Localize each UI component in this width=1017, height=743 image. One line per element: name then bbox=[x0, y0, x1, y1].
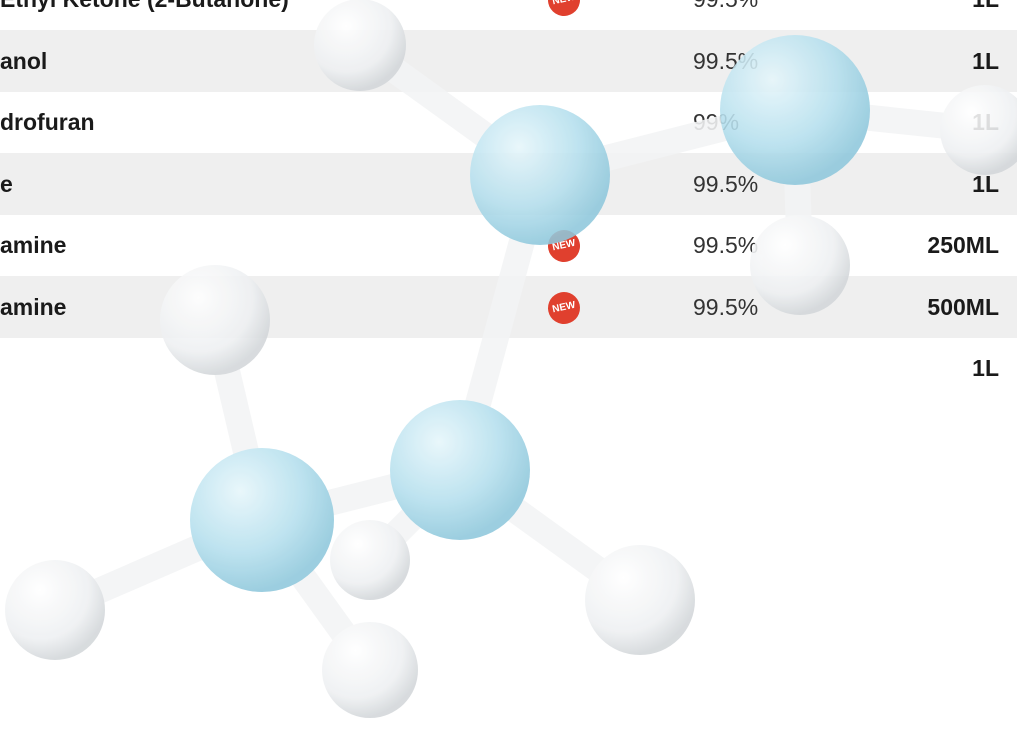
page: Ethyl Ketone (2-Butanone)NEW99.5%1Lanol9… bbox=[0, 0, 1017, 743]
molecule-decoration bbox=[0, 0, 1017, 743]
